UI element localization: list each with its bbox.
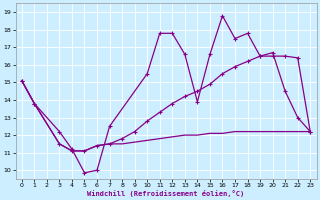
X-axis label: Windchill (Refroidissement éolien,°C): Windchill (Refroidissement éolien,°C)	[87, 190, 245, 197]
